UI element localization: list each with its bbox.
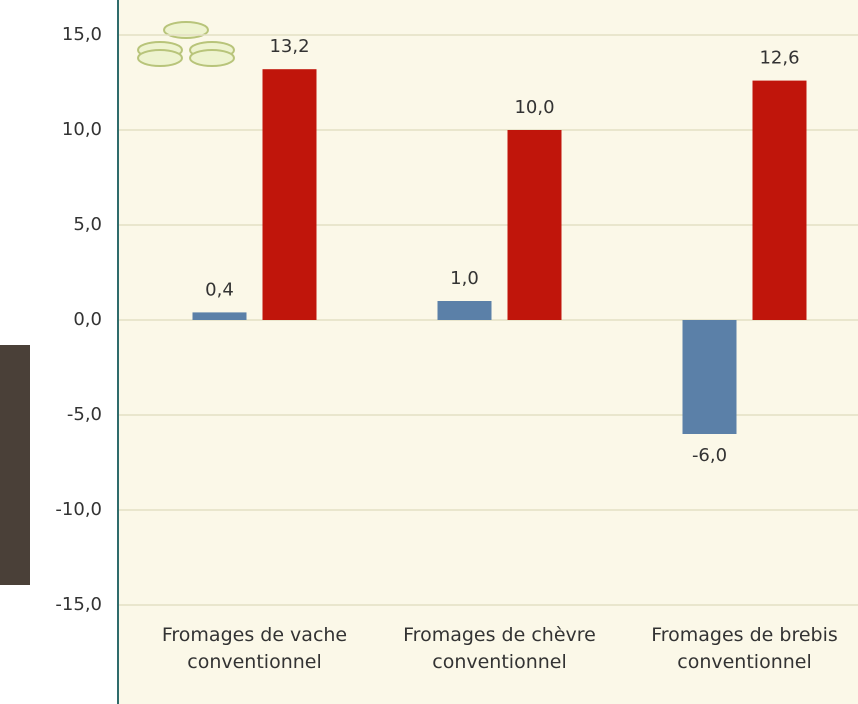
bar — [753, 81, 807, 320]
bar — [263, 69, 317, 320]
y-tick-label: 5,0 — [73, 214, 102, 235]
chart: -15,0 -10,0 -5,0 0,0 5,0 10,0 15,0 0,4 13,2 1,0 10… — [0, 0, 858, 704]
x-tick-label: Fromages de chèvre conventionnel — [385, 622, 615, 676]
value-label: 13,2 — [269, 36, 309, 57]
photo-fragment — [0, 345, 30, 585]
x-tick-label: Fromages de brebis conventionnel — [630, 622, 858, 676]
bar — [508, 130, 562, 320]
page: -15,0 -10,0 -5,0 0,0 5,0 10,0 15,0 0,4 13,2 1,0 10… — [0, 0, 858, 704]
y-tick-label: -5,0 — [67, 404, 102, 425]
value-label: 0,4 — [205, 279, 234, 300]
x-tick-label: Fromages de vache conventionnel — [140, 622, 370, 676]
y-tick-label: 10,0 — [62, 119, 102, 140]
value-label: 10,0 — [514, 97, 554, 118]
bar — [438, 301, 492, 320]
value-label: 1,0 — [450, 268, 479, 289]
y-tick-label: -15,0 — [55, 594, 102, 615]
y-tick-label: 15,0 — [62, 24, 102, 45]
plot-background — [118, 0, 858, 704]
value-label: 12,6 — [759, 48, 799, 69]
y-tick-label: 0,0 — [73, 309, 102, 330]
bar — [683, 320, 737, 434]
bar — [193, 312, 247, 320]
value-label: -6,0 — [692, 445, 727, 466]
y-tick-label: -10,0 — [55, 499, 102, 520]
